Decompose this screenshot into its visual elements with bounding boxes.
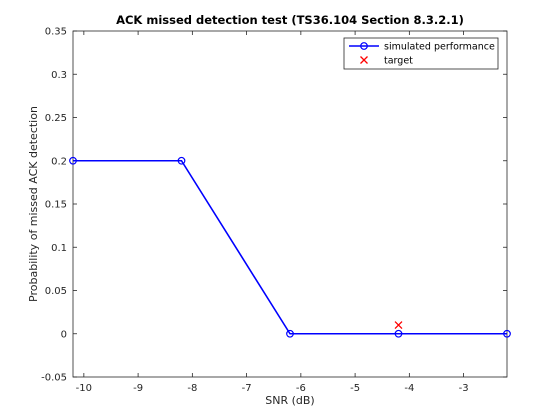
legend: simulated performance target	[343, 37, 499, 70]
series-line-simulated-performance	[73, 159, 507, 335]
y-tick-label: -0.05	[41, 373, 67, 384]
y-tick-label: 0	[61, 329, 67, 340]
data-point-simulated-performance	[286, 329, 294, 338]
y-tick-label: 0.25	[45, 113, 67, 124]
data-point-simulated-performance	[394, 329, 403, 338]
x-tick-label: -3	[459, 383, 469, 394]
y-axis-label: Probability of missed ACK detection	[27, 106, 40, 302]
legend-marker-target	[360, 56, 368, 64]
x-tick-label: -9	[133, 383, 143, 394]
legend-marker-simulated-performance	[360, 42, 368, 50]
y-tick-label: 0.3	[51, 70, 67, 81]
x-tick-label: -7	[242, 383, 252, 394]
series-layer	[69, 156, 511, 338]
y-tick-label: 0.2	[51, 156, 67, 167]
data-point-target	[394, 321, 403, 330]
x-tick-label: -5	[350, 383, 360, 394]
x-tick-label: -4	[404, 383, 414, 394]
y-tick-label: 0.35	[45, 27, 67, 38]
x-tick-label: -8	[187, 383, 197, 394]
x-tick-label: -10	[76, 383, 92, 394]
chart-title: ACK missed detection test (TS36.104 Sect…	[116, 13, 464, 27]
x-tick-label: -6	[296, 383, 306, 394]
plot-area	[72, 30, 508, 378]
y-tick-label: 0.1	[51, 243, 67, 254]
legend-label-target: target	[384, 56, 413, 67]
y-tick-label: 0.05	[45, 286, 67, 297]
axis-ticks: -10 -9 -8 -7 -6 -5 -4 -3 -0.05 0 0.05 0.1 0.15 0.2 0.2…	[41, 27, 507, 394]
data-point-simulated-performance	[177, 156, 186, 165]
y-tick-label: 0.15	[45, 200, 67, 211]
legend-label-simulated-performance: simulated performance	[384, 42, 495, 53]
data-point-simulated-performance	[503, 329, 511, 338]
x-axis-label: SNR (dB)	[265, 394, 314, 407]
data-point-simulated-performance	[69, 156, 77, 165]
